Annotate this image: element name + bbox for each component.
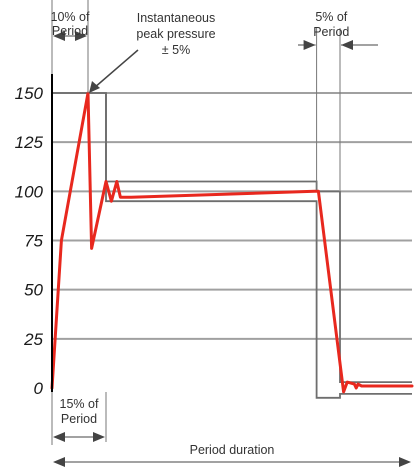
peak-pointer-line (93, 49, 139, 89)
peak-pointer-arrowhead (89, 81, 100, 93)
fifteen-pct-label-top: 15% of (60, 397, 99, 411)
y-tick-label-50: 50 (24, 281, 43, 300)
five-pct-arrow-right (341, 40, 353, 50)
y-tick-label-0: 0 (34, 379, 44, 398)
fifteen-pct-arrow-left (53, 432, 65, 442)
y-tick-label-125: 125 (15, 133, 44, 152)
period-duration-arrow-right (399, 457, 411, 467)
y-tick-label-150: 150 (15, 84, 44, 103)
y-tick-labels: 0 25 50 75 100 125 150 (15, 84, 44, 398)
grid-lines (52, 92, 412, 340)
ten-pct-arrow-right (75, 31, 87, 41)
five-pct-label-bottom: Period (313, 25, 349, 39)
pressure-series-line (50, 91, 414, 394)
ten-pct-arrow-left (53, 31, 65, 41)
fifteen-pct-label-bottom: Period (61, 412, 97, 426)
fifteen-pct-arrow-right (93, 432, 105, 442)
envelope-lower-line (105, 93, 412, 399)
peak-label-line1: Instantaneous (137, 11, 216, 25)
y-tick-label-75: 75 (24, 232, 43, 251)
five-pct-label-top: 5% of (315, 10, 347, 24)
data-series (50, 91, 414, 394)
peak-label-line3: ± 5% (162, 43, 190, 57)
five-pct-arrow-left (303, 40, 316, 50)
peak-label-line2: peak pressure (136, 27, 215, 41)
ten-pct-label-bottom: Period (52, 24, 88, 38)
ten-pct-label-top: 10% of (51, 10, 90, 24)
y-tick-label-25: 25 (23, 330, 43, 349)
period-duration-arrow-left (53, 457, 65, 467)
y-tick-label-100: 100 (15, 182, 44, 201)
tolerance-envelope (52, 92, 412, 399)
period-duration-label: Period duration (190, 443, 275, 457)
